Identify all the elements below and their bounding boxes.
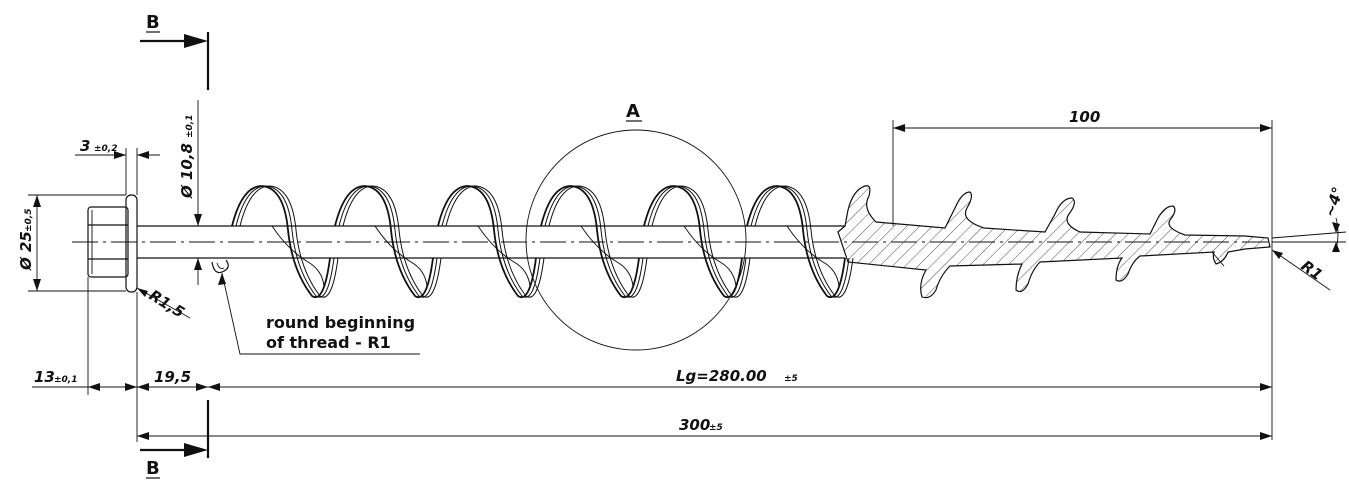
dim-flange-radius-value: R1,5 [146, 286, 188, 321]
dim-head-diameter-tol: ±0,5 [24, 209, 34, 232]
dim-tip-length: 100 [892, 108, 1273, 440]
flight-turn [437, 185, 545, 299]
dim-thread-length: Lg=280.00 ±5 [208, 367, 1272, 391]
section-label-top: B [146, 12, 160, 33]
dim-head-length-tol: ±0,1 [54, 375, 77, 385]
dim-flange-radius: R1,5 [136, 286, 191, 322]
flight-turn [746, 185, 854, 299]
dim-thread-length-value: Lg=280.00 [676, 367, 767, 385]
dim-total-length: 300 ±5 [137, 416, 1272, 440]
dim-shank-length-value: 19,5 [154, 368, 191, 386]
thread-start-detail [211, 259, 229, 274]
dim-taper-angle: ~4° [1271, 185, 1348, 252]
dim-flange-thickness: 3 ±0,2 [75, 137, 160, 195]
dim-tip-radius-value: R1 [1298, 257, 1326, 284]
sectioned-tip [837, 185, 1271, 299]
flight-turn [334, 185, 442, 299]
helical-flights [231, 185, 854, 299]
flight-turn [540, 185, 648, 299]
thread-note-line2: of thread - R1 [266, 333, 391, 352]
detail-label: A [626, 101, 640, 122]
section-marker-bottom: B [140, 400, 210, 479]
dim-flange-thickness-value: 3 [80, 137, 90, 155]
dim-taper-angle-value: ~4° [1321, 185, 1348, 220]
section-label-bottom: B [146, 458, 160, 479]
flange-washer [125, 194, 138, 293]
dim-shank-length: 19,5 [137, 368, 208, 391]
flight-turn [231, 185, 339, 299]
dim-shaft-diameter: Ø 10,8 ±0,1 [178, 100, 202, 285]
dim-tip-length-value: 100 [1069, 108, 1100, 126]
dim-shaft-diameter-value: Ø 10,8 [178, 143, 196, 199]
dim-shaft-diameter-tol: ±0,1 [185, 115, 195, 138]
section-marker-top: B [140, 12, 210, 90]
dim-head-length: 13 ±0,1 [32, 277, 138, 442]
dim-total-length-value: 300 [679, 416, 710, 434]
dim-head-diameter-value: Ø 25 [17, 231, 35, 271]
thread-note: round beginning of thread - R1 [218, 272, 420, 355]
dim-head-diameter: Ø 25 ±0,5 [17, 194, 126, 292]
dim-total-length-tol: ±5 [709, 423, 723, 433]
detail-a-callout: A [525, 101, 747, 351]
dim-tip-radius: R1 [1271, 249, 1331, 291]
dim-head-length-value: 13 [34, 368, 55, 386]
dim-thread-length-tol: ±5 [784, 374, 798, 384]
dim-flange-thickness-tol: ±0,2 [94, 144, 117, 154]
thread-note-line1: round beginning [266, 313, 415, 332]
shaft [137, 225, 845, 259]
